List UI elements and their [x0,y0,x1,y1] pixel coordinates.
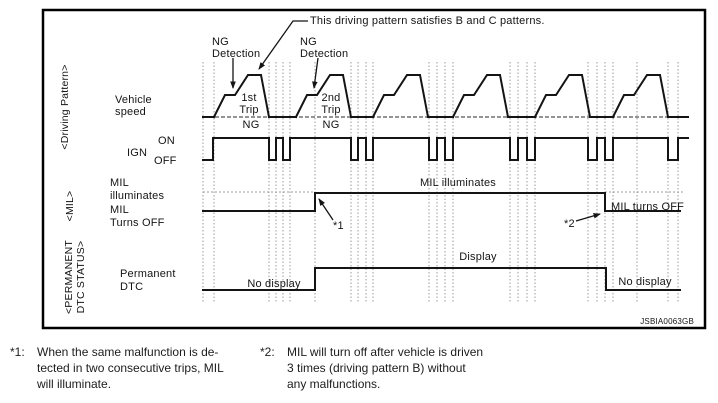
vehicle-speed-trip-wave [371,74,430,119]
footnote-2-line2: 3 times (driving pattern B) without [287,361,466,375]
ign-on-label: ON [158,135,175,147]
ign-off-label: OFF [154,155,177,167]
ref-2-label: *2 [564,218,575,230]
vehicle-speed-trip-wave [212,74,271,119]
mil-illuminates-label: MIL illuminates [420,177,496,189]
footnote-1-line2: tected in two consecutive trips, MIL [37,361,224,375]
ref-2-arrow [575,213,601,222]
diagram-border [41,8,707,330]
footnote-2: *2: MIL will turn off after vehicle is d… [260,344,520,392]
pattern-note-leader-arrow [258,20,308,70]
ng-detection-1-line1: NG [212,36,229,48]
permanent-dtc-wave [202,267,681,291]
ref-1-label: *1 [333,220,344,232]
vehicle-speed-trip-wave [294,74,353,119]
ng-detection-2-line2: Detection [300,48,348,60]
figure-code: JSBIA0063GB [640,317,694,326]
ng-detection-2-arrow [312,57,319,89]
footnote-1-marker: *1: [10,345,25,359]
ign-wave [202,137,689,161]
footnote-1-line3: will illuminate. [37,377,112,391]
row-label-permanent: Permanent [120,268,176,280]
row-label-dtc: DTC [120,281,143,293]
row-label-mil-4: Turns OFF [110,217,165,229]
mil-turns-off-label: MIL turns OFF [611,201,684,213]
mil-wave [202,192,681,212]
row-label-mil-2: illuminates [110,190,164,202]
trip2-line2: Trip [321,104,340,116]
trip1-line2: Trip [239,104,258,116]
footnote-2-line1: MIL will turn off after vehicle is drive… [287,345,484,359]
section-permanent-dtc-line1: <PERMANENT [63,240,75,314]
vehicle-speed-trip-wave [451,74,510,119]
dtc-no-display-left-label: No display [247,278,301,290]
footnote-1-line1: When the same malfunction is de- [37,345,219,359]
vehicle-speed-trip-wave [611,74,670,119]
pattern-note: This driving pattern satisfies B and C p… [310,15,545,27]
section-mil: <MIL> [64,191,76,222]
dtc-no-display-right-label: No display [618,276,672,288]
row-label-mil-1: MIL [110,177,129,189]
footnote-1: *1: When the same malfunction is de- tec… [10,344,250,392]
section-driving-pattern: <Driving Pattern> [59,64,71,149]
ref-1-arrow [318,198,334,221]
section-permanent-dtc-line2: DTC STATUS> [75,241,87,314]
trip2-ng: NG [323,119,340,131]
ng-detection-1-line2: Detection [212,48,260,60]
footnote-2-line3: any malfunctions. [287,377,381,391]
dtc-display-label: Display [459,251,497,263]
trip2-line1: 2nd [322,92,341,104]
row-label-ign: IGN [127,147,147,159]
trip1-line1: 1st [241,92,256,104]
vehicle-speed-trip-wave [533,74,592,119]
row-label-vehicle: Vehicle [115,94,152,106]
trip1-ng: NG [243,119,260,131]
ng-detection-2-line1: NG [300,36,317,48]
footnote-2-marker: *2: [260,345,275,359]
row-label-mil-3: MIL [110,204,129,216]
row-label-speed: speed [115,106,146,118]
